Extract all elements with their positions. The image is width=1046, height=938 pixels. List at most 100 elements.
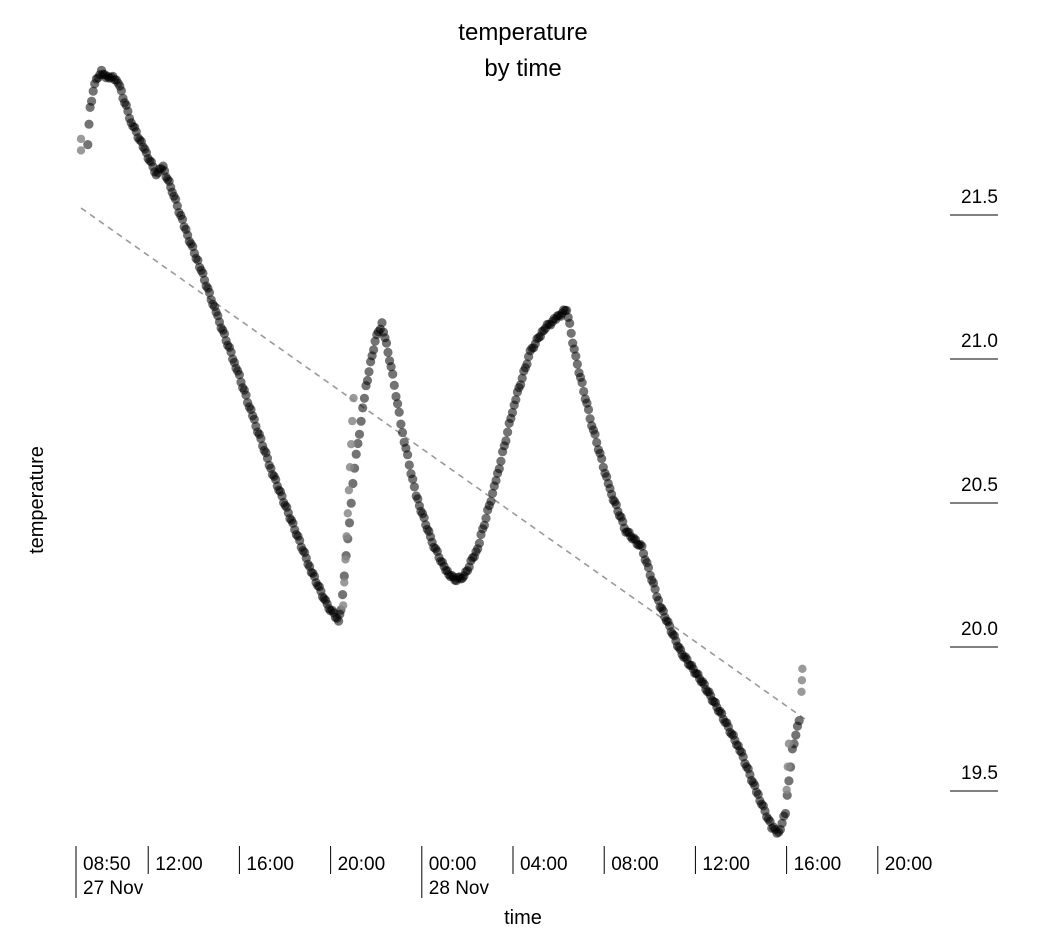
data-point [241, 390, 251, 400]
data-point [566, 328, 576, 338]
data-point-sparse [341, 555, 350, 564]
data-point [501, 436, 511, 446]
data-point [388, 369, 398, 379]
data-point-sparse [348, 416, 357, 426]
data-point [362, 375, 373, 386]
data-points-layer [76, 65, 807, 838]
data-point [219, 329, 229, 339]
data-point [87, 96, 97, 106]
data-point [565, 318, 575, 328]
x-axis: 08:50 27 Nov 12:00 16:00 20:00 00:00 28 Nov 04:… [75, 846, 932, 899]
data-point [403, 450, 413, 460]
data-point [474, 538, 484, 548]
data-point [383, 347, 393, 357]
data-point [353, 438, 363, 449]
data-point [486, 496, 496, 506]
data-point [569, 344, 579, 354]
data-point-sparse [342, 532, 351, 541]
data-point [408, 474, 418, 484]
data-point [579, 386, 589, 397]
data-point [256, 434, 266, 444]
data-point [226, 347, 236, 357]
data-point [481, 513, 491, 523]
data-point [359, 393, 369, 403]
data-point [84, 119, 94, 129]
data-point [116, 86, 126, 96]
data-point [391, 391, 401, 402]
y-axis: 21.5 21.0 20.5 20.0 19.5 [950, 187, 998, 792]
data-point [389, 380, 399, 390]
trendline [80, 207, 808, 722]
data-point-sparse [76, 134, 86, 144]
chart-title: temperature [458, 19, 587, 46]
y-tick-label: 21.5 [961, 187, 998, 208]
data-point [177, 214, 188, 224]
x-tick-label: 16:00 [246, 854, 294, 875]
x-tick-label: 12:00 [702, 854, 750, 875]
data-point-sparse [343, 509, 352, 518]
data-point [643, 562, 654, 573]
y-axis-label: temperature [26, 446, 48, 554]
data-point [637, 541, 647, 551]
data-point [123, 106, 133, 116]
data-point-sparse [782, 785, 791, 794]
x-tick-date: 28 Nov [429, 878, 490, 899]
x-tick-label: 12:00 [155, 854, 203, 875]
data-point-sparse [76, 146, 86, 155]
data-point [419, 513, 429, 523]
data-point [777, 818, 787, 828]
data-point [381, 338, 392, 348]
y-tick-label: 19.5 [961, 763, 998, 784]
data-point [791, 730, 801, 740]
x-tick-label: 20:00 [338, 854, 386, 875]
y-tick-label: 20.0 [961, 619, 998, 640]
data-point [193, 255, 203, 265]
data-point [346, 498, 356, 508]
data-point-sparse [797, 676, 807, 685]
data-point [794, 716, 804, 726]
data-point [404, 460, 414, 470]
data-point [339, 571, 349, 581]
x-tick-label: 08:50 [83, 854, 131, 875]
data-point-sparse [347, 440, 356, 449]
data-point [369, 345, 379, 355]
data-point [479, 520, 489, 530]
data-point [562, 305, 572, 315]
y-tick-label: 21.0 [961, 331, 998, 352]
data-point [354, 429, 365, 439]
data-point [364, 367, 374, 377]
data-point [597, 454, 607, 464]
data-point [496, 456, 506, 466]
x-tick-date: 27 Nov [83, 878, 144, 899]
data-point [511, 395, 521, 405]
data-point [204, 287, 215, 298]
data-point [397, 427, 408, 438]
data-point [577, 378, 587, 388]
data-point-sparse [784, 739, 794, 748]
data-point-sparse [797, 687, 806, 696]
data-point-sparse [349, 393, 358, 403]
data-point-sparse [345, 463, 355, 472]
data-point [334, 616, 344, 626]
data-point [784, 776, 794, 786]
data-point [396, 419, 406, 429]
data-point [583, 404, 594, 415]
data-point-sparse [798, 664, 807, 673]
data-point [88, 86, 98, 96]
x-tick-label: 00:00 [429, 854, 477, 875]
data-point-sparse [339, 601, 348, 610]
data-point [338, 590, 348, 600]
data-point [780, 808, 791, 819]
data-point [517, 373, 527, 383]
data-point [507, 407, 518, 418]
data-point [571, 351, 581, 361]
data-point [377, 318, 387, 328]
data-point [262, 453, 273, 463]
x-tick-label: 16:00 [794, 854, 842, 875]
data-point [409, 482, 419, 492]
data-point [394, 407, 404, 417]
data-point [249, 414, 259, 424]
x-tick-label: 04:00 [520, 854, 568, 875]
data-point [358, 403, 368, 413]
